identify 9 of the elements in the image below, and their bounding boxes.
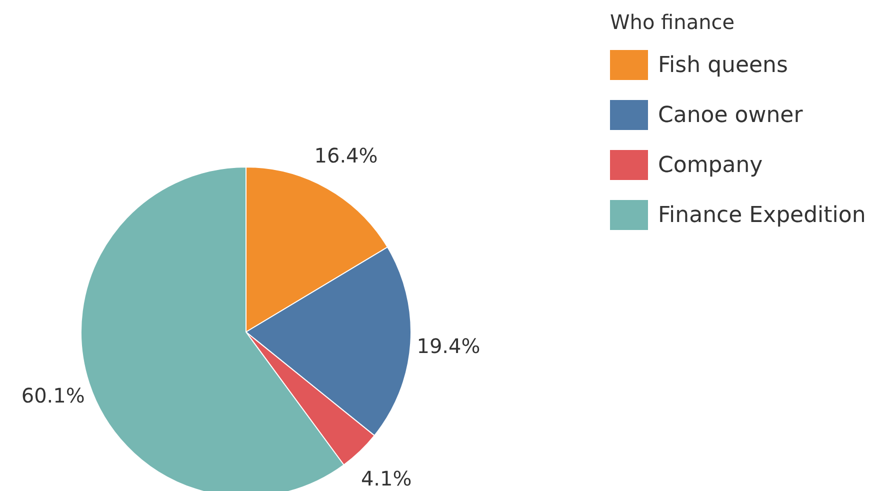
legend-label: Fish queens (658, 52, 788, 78)
data-label: 19.4% (416, 334, 480, 358)
data-label: 60.1% (21, 383, 85, 408)
data-label: 16.4% (314, 143, 378, 168)
legend-label: Company (658, 152, 763, 178)
legend-label: Canoe owner (658, 102, 803, 128)
data-label: 4.1% (360, 466, 412, 491)
legend-title: Who finance (610, 10, 736, 34)
legend-label: Finance Expedition (658, 202, 866, 228)
